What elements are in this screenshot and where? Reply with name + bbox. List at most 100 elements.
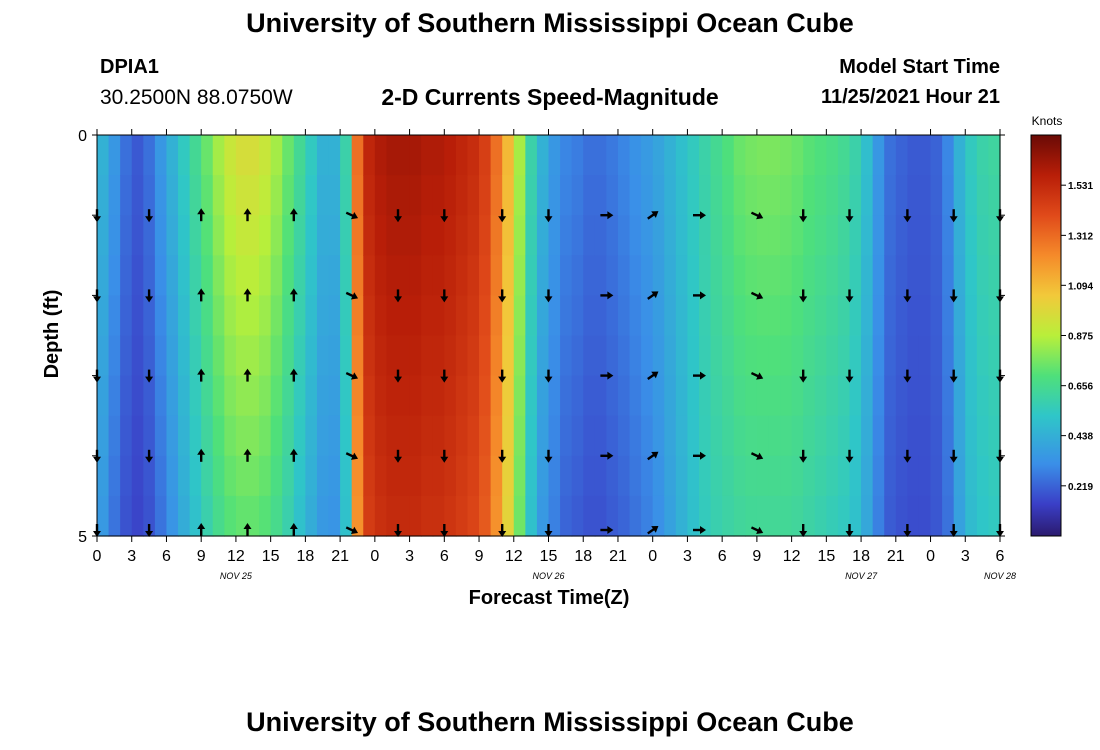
heatmap-cell [617,335,631,377]
heatmap-cell [120,175,133,216]
current-arrow [394,289,402,303]
heatmap-cell [918,135,932,176]
heatmap-cell [201,455,214,497]
heatmap-cell [421,335,434,377]
x-tick-label: 0 [926,548,935,565]
heatmap-cell [490,455,503,497]
current-arrow [345,452,359,460]
heatmap-cell [328,175,341,216]
heatmap-cell [791,175,804,216]
heatmap-cell [930,495,943,537]
heatmap-cell [953,135,966,176]
heatmap-cell [722,175,735,216]
heatmap-cell [641,215,654,256]
heatmap-cell [583,415,596,457]
heatmap-cell [895,175,908,216]
heatmap-cell [768,175,781,216]
heatmap-cell [976,335,990,377]
heatmap-cell [305,295,318,337]
current-arrow [440,289,449,303]
heatmap-cell [166,455,179,497]
heatmap-cell [884,135,897,176]
heatmap-cell [652,175,665,216]
heatmap-cell [895,295,908,337]
heatmap-cell [97,375,110,417]
heatmap-cell [282,455,295,497]
heatmap-cell [351,455,364,497]
heatmap-cell [803,215,816,256]
heatmap-cell [293,375,306,417]
heatmap-cell [247,335,260,377]
heatmap-cell [606,415,619,457]
heatmap-cell [675,455,689,497]
heatmap-cell [768,295,781,337]
station-coordinates: 30.2500N 88.0750W [100,86,293,109]
heatmap-cell [282,215,295,256]
heatmap-cell [131,455,144,497]
current-arrow [243,368,252,382]
heatmap-cell [907,415,920,457]
heatmap-cell [722,295,735,337]
heatmap-cell [687,415,700,457]
heatmap-cell [432,255,445,296]
heatmap-cell [791,135,804,176]
heatmap-cell [398,455,411,497]
heatmap-cell [293,175,306,216]
heatmap-cell [455,255,469,296]
heatmap-cell [745,375,758,417]
heatmap-cell [328,455,341,497]
heatmap-cell [421,135,434,176]
heatmap-cell [803,135,816,176]
heatmap-cell [780,375,793,417]
x-day-label: NOV 27 [845,571,878,581]
heatmap-cell [803,455,816,497]
heatmap-cell [976,295,990,337]
current-arrow [345,291,359,300]
heatmap-cell [814,255,827,296]
heatmap-cell [421,415,434,457]
heatmap-cell [235,455,249,497]
heatmap-cell [791,215,804,256]
heatmap-cell [594,455,607,497]
y-tick-label: 0 [78,128,87,145]
x-tick-label: 3 [961,548,970,565]
heatmap-cell [583,135,596,176]
heatmap-cell [826,415,839,457]
current-arrow [145,289,154,303]
current-arrow [693,291,706,300]
heatmap-cell [235,415,249,457]
heatmap-cell [594,135,607,176]
heatmap-cell [490,215,503,256]
heatmap-cell [849,175,862,216]
x-tick-label: 21 [331,548,349,565]
heatmap-cells [97,135,1001,537]
heatmap-cell [895,335,908,377]
heatmap-cell [536,175,550,216]
heatmap-cell [143,455,156,497]
current-arrow [498,449,507,463]
heatmap-cell [154,175,168,216]
heatmap-cell [166,295,179,337]
heatmap-cell [988,215,1001,256]
heatmap-cell [837,295,851,337]
heatmap-cell [768,335,781,377]
heatmap-cell [907,295,920,337]
heatmap-cell [409,375,422,417]
heatmap-cell [351,175,364,216]
heatmap-cell [293,295,306,337]
heatmap-cell [687,175,700,216]
heatmap-cell [629,295,642,337]
heatmap-cell [571,175,584,216]
x-tick-label: 15 [262,548,280,565]
heatmap-cell [745,415,758,457]
heatmap-cell [421,455,434,497]
heatmap-cell [837,455,851,497]
heatmap-cell [641,295,654,337]
heatmap-cell [652,295,665,337]
heatmap-cell [502,135,515,176]
heatmap-cell [108,375,121,417]
heatmap-cell [455,215,469,256]
current-arrow [544,524,553,537]
heatmap-cell [872,175,885,216]
heatmap-cell [363,495,376,537]
